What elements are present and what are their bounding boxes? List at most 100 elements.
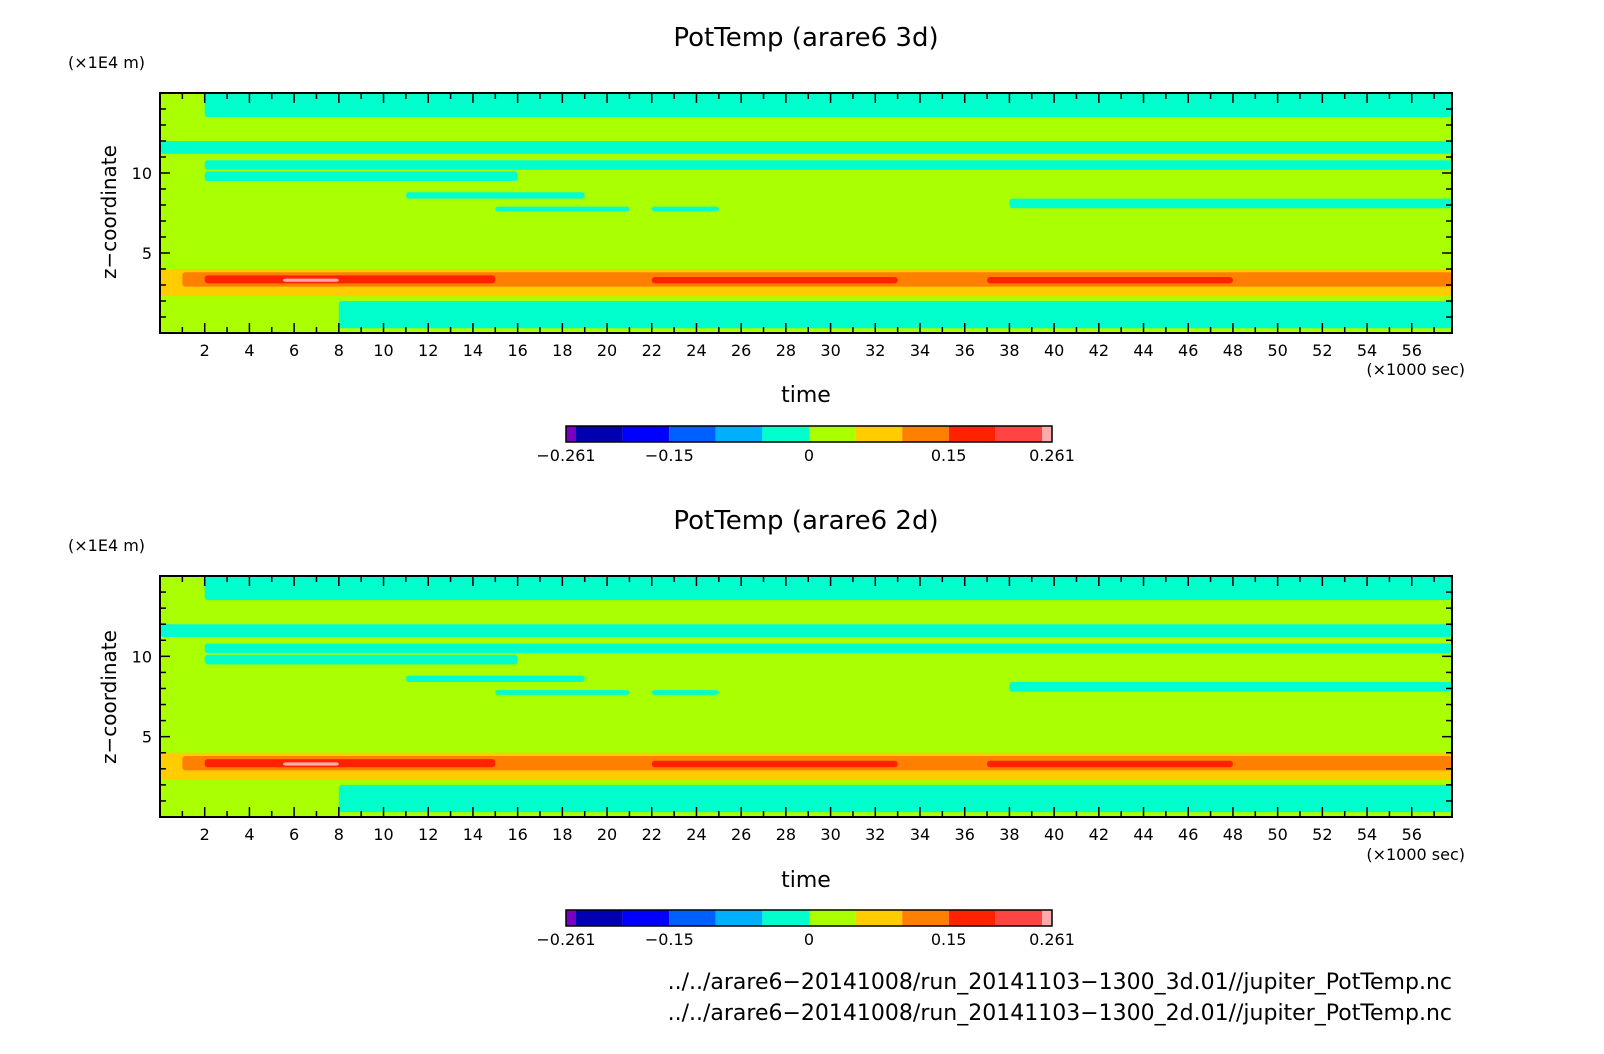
x-tick-label: 24 (686, 341, 706, 360)
colorbar-label: 0.15 (931, 446, 967, 465)
colorbar-label: −0.15 (645, 446, 694, 465)
chart-title: PotTemp (arare6 2d) (673, 506, 938, 536)
x-tick-label: 32 (865, 341, 885, 360)
x-tick-label: 24 (686, 825, 706, 844)
colorbar: −0.261 −0.15 0 0.15 0.261 (536, 909, 1075, 949)
contour-band (204, 643, 1452, 654)
colorbar-label: −0.261 (536, 930, 595, 949)
colorbar-swatch (576, 910, 623, 926)
y-tick-label: 5 (142, 244, 152, 263)
colorbar-swatch (566, 910, 576, 926)
y-axis-label: z−coordinate (97, 145, 121, 279)
y-tick-labels: 5 10 (132, 164, 152, 263)
x-tick-label: 10 (373, 341, 393, 360)
heatmap-plot (159, 92, 1453, 334)
x-tick-label: 22 (642, 825, 662, 844)
colorbar-label: −0.261 (536, 446, 595, 465)
x-tick-label: 28 (776, 341, 796, 360)
contour-band (987, 277, 1233, 284)
colorbar-swatch (809, 910, 856, 926)
y-axis-label: z−coordinate (97, 630, 121, 764)
colorbar-swatch (855, 910, 903, 926)
contour-band (338, 301, 1453, 329)
colorbar-label: −0.15 (645, 930, 694, 949)
contour-background (160, 576, 1452, 817)
y-tick-label: 5 (142, 728, 152, 747)
contour-band (651, 690, 719, 695)
contour-band (651, 277, 898, 284)
x-tick-label: 26 (731, 341, 751, 360)
contour-band (495, 206, 630, 212)
x-tick-label: 36 (955, 341, 975, 360)
colorbar-swatch (809, 426, 856, 442)
heatmap-plot (159, 575, 1453, 818)
colorbar-swatch (902, 910, 949, 926)
x-tick-label: 8 (334, 341, 344, 360)
contour-band (282, 278, 339, 282)
x-tick-label: 18 (552, 825, 572, 844)
colorbar-swatch (576, 426, 623, 442)
colorbar: −0.261 −0.15 0 0.15 0.261 (536, 425, 1075, 465)
colorbar-swatch (715, 910, 763, 926)
contour-band (204, 576, 1452, 601)
x-tick-label: 16 (507, 341, 527, 360)
x-tick-label: 50 (1267, 341, 1287, 360)
contour-band (405, 192, 585, 199)
x-tick-label: 42 (1089, 341, 1109, 360)
colorbar-swatch (948, 910, 996, 926)
plot-frame (159, 575, 1453, 818)
x-tick-labels: 2 4 6 8 10 12 14 16 18 20 22 24 26 28 30 32 34 36 38 40 42 44… (200, 341, 1422, 360)
panel-2d: PotTemp (arare6 2d) (×1E4 m) z−coordinat… (68, 506, 1465, 949)
x-tick-label: 38 (999, 825, 1019, 844)
x-tick-label: 50 (1267, 825, 1287, 844)
panel-3d: PotTemp (arare6 3d) (×1E4 m) z−coordinat… (68, 23, 1465, 465)
x-tick-label: 54 (1357, 341, 1377, 360)
contour-band (204, 759, 496, 768)
x-tick-label: 34 (910, 341, 930, 360)
x-tick-label: 32 (865, 825, 885, 844)
contour-band (1009, 198, 1452, 209)
colorbar-swatch (669, 910, 716, 926)
x-tick-label: 44 (1133, 825, 1153, 844)
x-tick-label: 4 (244, 341, 254, 360)
contour-band (204, 275, 496, 284)
x-tick-label: 52 (1312, 825, 1332, 844)
y-tick-label: 10 (132, 647, 152, 666)
x-tick-label: 16 (507, 825, 527, 844)
colorbar-label: 0 (804, 930, 814, 949)
x-tick-label: 40 (1044, 825, 1064, 844)
source-file-2d: ../../arare6−20141008/run_20141103−1300_… (668, 1001, 1452, 1026)
colorbar-frame (565, 425, 1053, 443)
x-tick-label: 6 (289, 825, 299, 844)
colorbar-swatch (622, 910, 670, 926)
contour-band (495, 690, 630, 695)
y-tick-label: 10 (132, 164, 152, 183)
chart-title: PotTemp (arare6 3d) (673, 23, 938, 53)
colorbar-swatch (762, 910, 809, 926)
colorbar-swatch (1042, 426, 1052, 442)
x-tick-label: 44 (1133, 341, 1153, 360)
x-tick-label: 18 (552, 341, 572, 360)
x-tick-label: 38 (999, 341, 1019, 360)
x-tick-label: 54 (1357, 825, 1377, 844)
colorbar-swatch (995, 426, 1042, 442)
contour-band (987, 760, 1233, 768)
colorbar-swatch (995, 910, 1042, 926)
contour-band (405, 675, 585, 683)
contour-band (204, 93, 1452, 117)
x-tick-label: 26 (731, 825, 751, 844)
colorbar-label: 0.15 (931, 930, 967, 949)
x-tick-label: 48 (1223, 825, 1243, 844)
colorbar-label: 0.261 (1029, 446, 1075, 465)
x-tick-label: 56 (1402, 825, 1422, 844)
contour-background (160, 93, 1452, 333)
y-unit-label: (×1E4 m) (68, 536, 145, 555)
x-tick-label: 46 (1178, 341, 1198, 360)
x-tick-label: 48 (1223, 341, 1243, 360)
contour-band (651, 760, 898, 768)
colorbar-swatch (855, 426, 903, 442)
colorbar-swatch (715, 426, 763, 442)
y-tick-labels: 5 10 (132, 647, 152, 746)
x-tick-label: 22 (642, 341, 662, 360)
